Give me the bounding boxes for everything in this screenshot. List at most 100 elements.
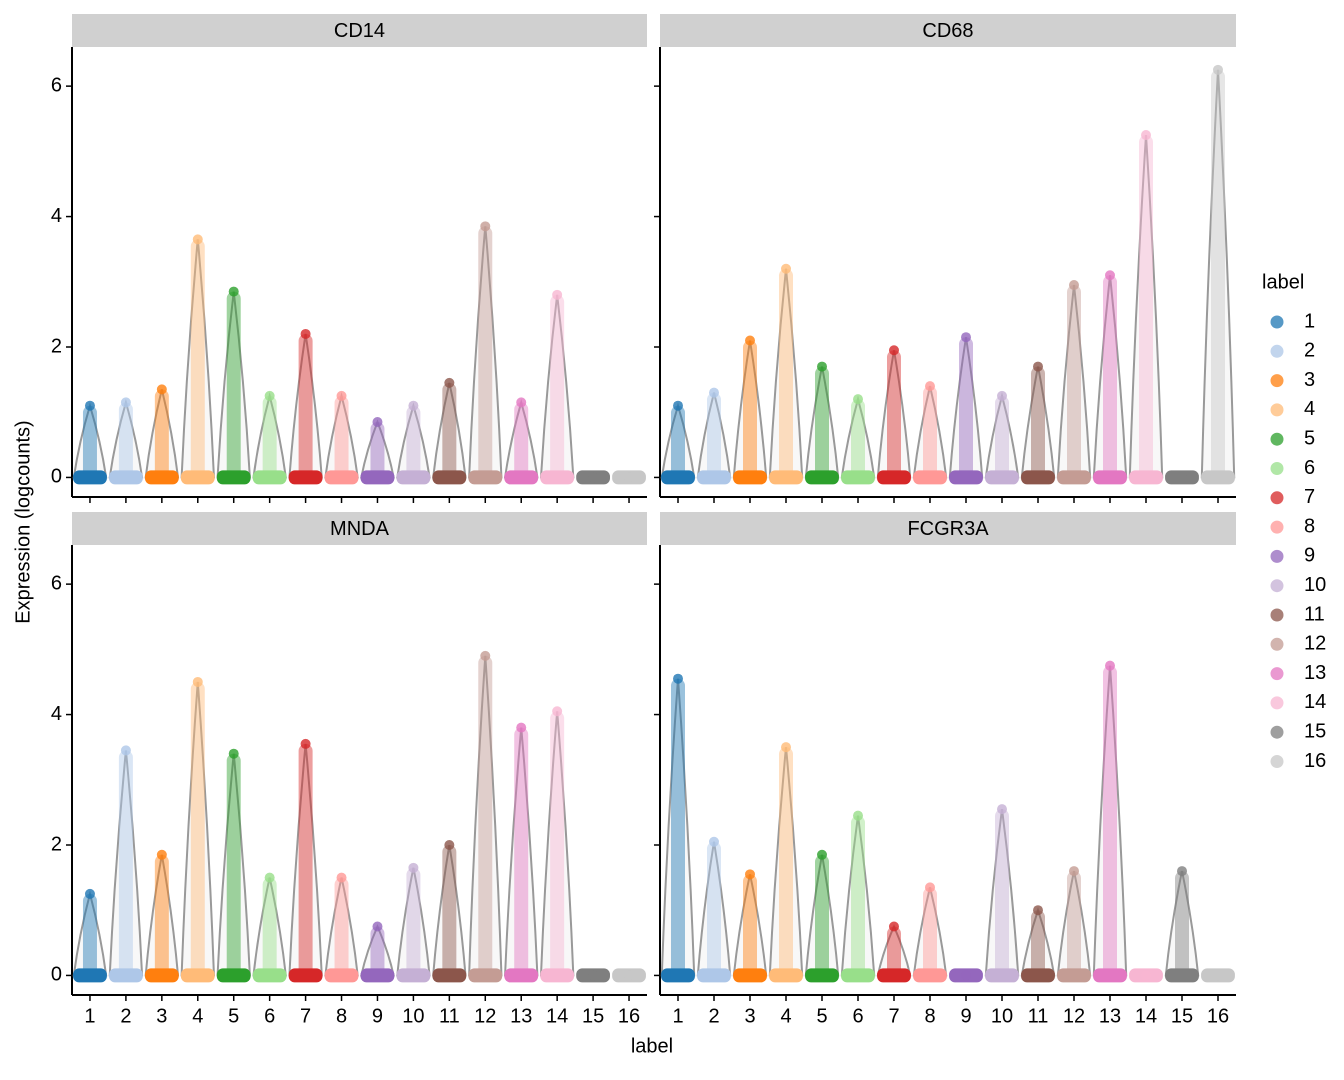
zero-points — [1165, 968, 1199, 983]
legend-label: 11 — [1304, 603, 1325, 625]
zero-points — [252, 470, 287, 485]
jitter-column — [743, 874, 757, 976]
jitter-column — [154, 854, 169, 976]
y-tick-label: 6 — [51, 572, 62, 594]
legend-label: 4 — [1304, 398, 1315, 420]
zero-points — [109, 470, 143, 485]
x-tick-label: 6 — [264, 1005, 275, 1027]
zero-points — [360, 968, 395, 983]
panel-title: FCGR3A — [907, 518, 989, 540]
zero-points — [697, 968, 731, 983]
jitter-column — [707, 841, 721, 976]
legend-label: 1 — [1304, 310, 1315, 332]
jitter-column — [995, 395, 1009, 478]
max-point — [264, 872, 275, 883]
zero-points — [949, 470, 983, 485]
zero-points — [877, 470, 911, 485]
jitter-column — [514, 402, 529, 478]
max-point — [156, 849, 167, 860]
legend-label: 13 — [1304, 662, 1326, 684]
jitter-column — [743, 340, 757, 478]
zero-points — [144, 968, 179, 983]
max-point — [588, 970, 599, 981]
zero-points — [468, 968, 503, 983]
max-point — [228, 286, 239, 297]
zero-points — [288, 968, 323, 983]
zero-points — [396, 470, 431, 485]
max-point — [1213, 64, 1223, 75]
max-point — [889, 345, 899, 356]
jitter-column — [815, 854, 829, 976]
x-tick-label: 9 — [960, 1005, 971, 1027]
legend-label: 14 — [1304, 691, 1326, 713]
zero-points — [109, 968, 143, 983]
jitter-column — [298, 743, 313, 976]
jitter-column — [154, 389, 169, 478]
legend-swatch — [1270, 579, 1284, 593]
jitter-column — [1211, 69, 1225, 478]
x-tick-label: 1 — [84, 1005, 95, 1027]
max-point — [817, 361, 827, 372]
zero-points — [697, 470, 731, 485]
legend-label: 9 — [1304, 545, 1315, 567]
max-point — [300, 738, 311, 749]
jitter-column — [779, 268, 793, 478]
max-point — [1141, 130, 1151, 141]
max-point — [120, 745, 131, 756]
zero-points — [504, 968, 539, 983]
jitter-column — [334, 395, 349, 478]
legend-swatch — [1270, 344, 1284, 358]
legend-swatch — [1270, 462, 1284, 475]
legend-swatch — [1270, 315, 1284, 329]
max-point — [673, 400, 683, 411]
jitter-column — [82, 405, 97, 478]
zero-points — [144, 470, 179, 485]
jitter-column — [1175, 871, 1189, 976]
zero-points — [73, 470, 107, 485]
x-tick-label: 13 — [510, 1005, 532, 1027]
zero-points — [913, 470, 947, 485]
max-point — [156, 384, 167, 395]
max-point — [84, 400, 95, 411]
y-tick-label: 4 — [51, 703, 62, 725]
max-point — [817, 849, 827, 860]
jitter-column — [851, 399, 865, 478]
jitter-column — [671, 678, 685, 976]
jitter-column — [1103, 275, 1117, 478]
jitter-column — [226, 753, 241, 976]
legend-label: 8 — [1304, 515, 1315, 537]
legend-label: 10 — [1304, 574, 1326, 596]
max-point — [228, 748, 239, 759]
max-point — [1177, 866, 1187, 877]
max-point — [853, 394, 863, 405]
max-point — [709, 836, 719, 847]
jitter-column — [82, 893, 97, 976]
max-point — [480, 221, 491, 232]
jitter-column — [298, 333, 313, 478]
legend-label: 16 — [1304, 750, 1326, 772]
legend-swatch — [1270, 549, 1284, 563]
legend-title: label — [1262, 271, 1304, 293]
legend-swatch — [1270, 637, 1284, 651]
y-tick-label: 0 — [51, 964, 62, 986]
x-tick-label: 16 — [618, 1005, 640, 1027]
max-point — [588, 472, 599, 483]
zero-points — [432, 470, 467, 485]
x-tick-label: 2 — [708, 1005, 719, 1027]
x-tick-label: 3 — [744, 1005, 755, 1027]
max-point — [84, 888, 95, 899]
max-point — [120, 397, 131, 408]
strip — [72, 14, 647, 47]
zero-points — [1021, 968, 1055, 983]
zero-points — [216, 470, 251, 485]
jitter-column — [1139, 135, 1153, 478]
x-tick-label: 1 — [672, 1005, 683, 1027]
x-tick-label: 3 — [156, 1005, 167, 1027]
legend-swatch — [1270, 725, 1284, 739]
jitter-column — [1031, 366, 1045, 478]
zero-points — [324, 968, 359, 983]
x-tick-label: 15 — [1171, 1005, 1193, 1027]
x-tick-label: 15 — [582, 1005, 604, 1027]
y-tick-label: 2 — [51, 335, 62, 357]
